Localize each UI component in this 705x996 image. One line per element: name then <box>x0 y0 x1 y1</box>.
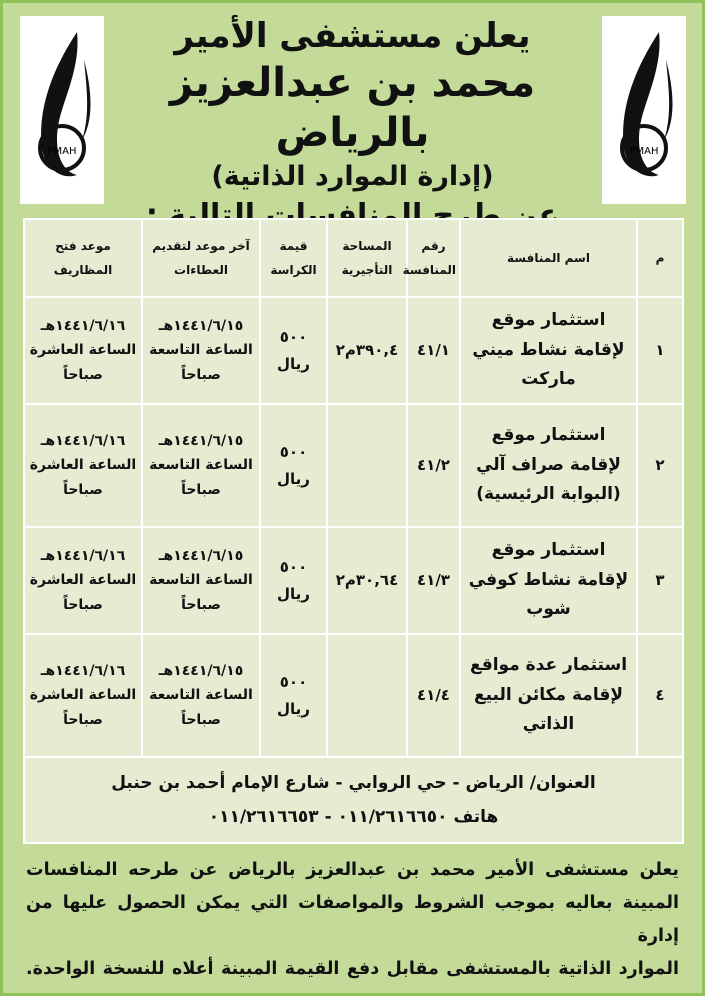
footer-line: الموارد الذاتية بالمستشفى مقابل دفع القي… <box>26 959 679 979</box>
booklet-price: ٥٠٠ ريال <box>259 633 328 758</box>
col-header: م <box>636 218 684 298</box>
rental-area: ٣٠,٦٤م٢ <box>326 526 408 635</box>
submission-deadline: ١٤٤١/٦/١٥هـ الساعة التاسعة صباحاً <box>141 526 261 635</box>
row-number: ٣ <box>636 526 684 635</box>
col-header: المساحة التأجيرية <box>326 218 408 298</box>
col-header: قيمة الكراسة <box>259 218 328 298</box>
footer-line: المبينة بعاليه بموجب الشروط والمواصفات ا… <box>26 893 679 946</box>
tender-number: ٤١/٢ <box>406 403 461 528</box>
row-number: ٢ <box>636 403 684 528</box>
phone: هاتف ٠١١/٢٦١٦٦٥٠ - ٠١١/٢٦١٦٦٥٣ <box>208 807 499 827</box>
department: (إدارة الموارد الذاتية) <box>211 161 494 192</box>
tender-name: استثمار موقع لإقامة نشاط كوفي شوب <box>459 526 638 635</box>
table-row: ٣ استثمار موقع لإقامة نشاط كوفي شوب ٤١/٣… <box>23 526 684 635</box>
tender-number: ٤١/٤ <box>406 633 461 758</box>
tender-number: ٤١/٣ <box>406 526 461 635</box>
envelope-opening: ١٤٤١/٦/١٦هـ الساعة العاشرة صباحاً <box>23 296 143 405</box>
tenders-table: م اسم المنافسة رقم المنافسة المساحة التأ… <box>23 218 684 844</box>
envelope-opening: ١٤٤١/٦/١٦هـ الساعة العاشرة صباحاً <box>23 633 143 758</box>
envelope-opening: ١٤٤١/٦/١٦هـ الساعة العاشرة صباحاً <box>23 526 143 635</box>
booklet-price: ٥٠٠ ريال <box>259 403 328 528</box>
svg-text:PMAH: PMAH <box>47 146 76 157</box>
tender-number: ٤١/١ <box>406 296 461 405</box>
booklet-price: ٥٠٠ ريال <box>259 526 328 635</box>
address: العنوان/ الرياض - حي الروابي - شارع الإم… <box>111 773 596 793</box>
row-number: ٤ <box>636 633 684 758</box>
booklet-price: ٥٠٠ ريال <box>259 296 328 405</box>
tender-name: استثمار موقع لإقامة صراف آلي (البوابة ال… <box>459 403 638 528</box>
table-header-row: م اسم المنافسة رقم المنافسة المساحة التأ… <box>23 218 684 298</box>
col-header: موعد فتح المظاريف <box>23 218 143 298</box>
envelope-opening: ١٤٤١/٦/١٦هـ الساعة العاشرة صباحاً <box>23 403 143 528</box>
footer-notice: يعلن مستشفى الأمير محمد بن عبدالعزيز بال… <box>26 854 679 986</box>
footer-line: يعلن مستشفى الأمير محمد بن عبدالعزيز بال… <box>26 860 679 880</box>
col-header: رقم المنافسة <box>403 218 461 298</box>
hospital-logo-right: PMAH <box>602 16 686 204</box>
tender-name: استثمار عدة مواقع لإقامة مكائن البيع الذ… <box>459 633 638 758</box>
submission-deadline: ١٤٤١/٦/١٥هـ الساعة التاسعة صباحاً <box>141 633 261 758</box>
submission-deadline: ١٤٤١/٦/١٥هـ الساعة التاسعة صباحاً <box>141 296 261 405</box>
rental-area <box>326 633 408 758</box>
headline-2: محمد بن عبدالعزيز بالرياض <box>169 60 536 156</box>
submission-deadline: ١٤٤١/٦/١٥هـ الساعة التاسعة صباحاً <box>141 403 261 528</box>
headline-1: يعلن مستشفى الأمير <box>174 16 531 56</box>
table-row: ١ استثمار موقع لإقامة نشاط ميني ماركت ٤١… <box>23 296 684 405</box>
hospital-logo-left: PMAH <box>20 16 104 204</box>
svg-text:PMAH: PMAH <box>629 146 658 157</box>
col-header: آخر موعد لتقديم العطاءات <box>141 218 261 298</box>
row-number: ١ <box>636 296 684 405</box>
table-row: ٢ استثمار موقع لإقامة صراف آلي (البوابة … <box>23 403 684 528</box>
tender-name: استثمار موقع لإقامة نشاط ميني ماركت <box>459 296 638 405</box>
table-row: ٤ استثمار عدة مواقع لإقامة مكائن البيع ا… <box>23 633 684 758</box>
ad-header: يعلن مستشفى الأمير محمد بن عبدالعزيز بال… <box>110 14 595 233</box>
col-header: اسم المنافسة <box>459 218 638 298</box>
address-cell: العنوان/ الرياض - حي الروابي - شارع الإم… <box>23 756 684 844</box>
rental-area: ٣٩٠,٤م٢ <box>326 296 408 405</box>
address-row: العنوان/ الرياض - حي الروابي - شارع الإم… <box>23 756 684 844</box>
rental-area <box>326 403 408 528</box>
